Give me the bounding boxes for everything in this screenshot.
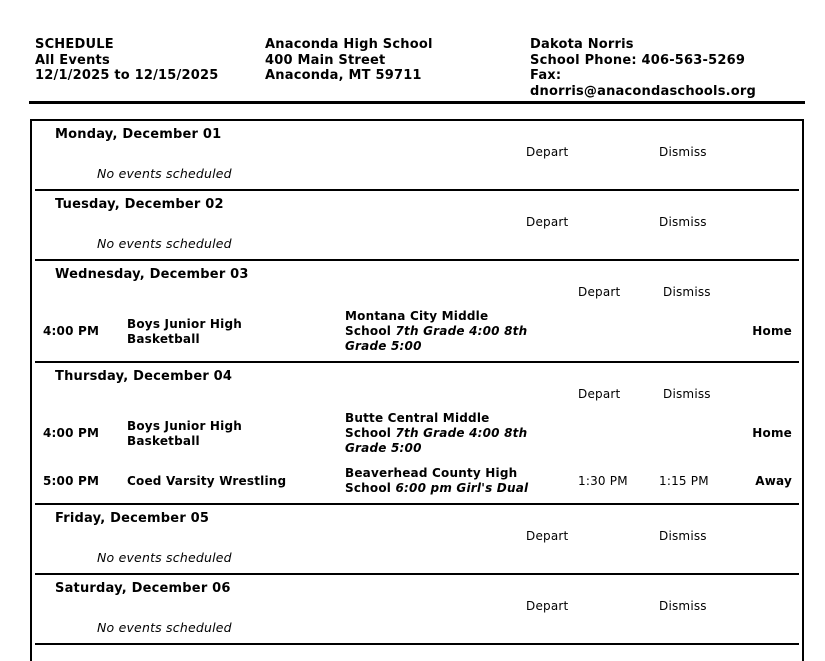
event-name: Boys Junior High Basketball [127,316,243,346]
event-opponent: Montana City Middle School 7th Grade 4:0… [345,309,537,354]
event-depart-time: 1:30 PM [578,473,628,488]
no-events-message: No events scheduled [97,550,232,565]
contact-name: Dakota Norris [530,37,634,52]
report-date-range: 12/1/2025 to 12/15/2025 [35,68,219,83]
event-dismiss-time: 1:15 PM [659,473,709,488]
depart-column-label: Depart [526,529,569,543]
day-section: Saturday, December 06 Depart Dismiss No … [32,575,802,635]
section-divider [35,643,799,645]
event-location: Home [752,324,792,338]
report-title: SCHEDULE [35,37,114,52]
depart-column-label: Depart [526,599,569,613]
no-events-message: No events scheduled [97,236,232,251]
school-info-block: Anaconda High School 400 Main Street Ana… [265,37,433,84]
schedule-table: Monday, December 01 Depart Dismiss No ev… [30,119,804,661]
contact-info-block: Dakota Norris School Phone: 406-563-5269… [530,37,756,99]
event-row: 4:00 PM Boys Junior High Basketball Butt… [32,406,802,461]
day-title: Monday, December 01 [55,127,222,142]
section-divider [35,573,799,575]
contact-fax-label: Fax: [530,68,562,83]
event-opponent: Butte Central Middle School 7th Grade 4:… [345,411,537,456]
event-time: 4:00 PM [43,324,100,338]
dismiss-column-label: Dismiss [659,215,707,229]
opponent-note: 7th Grade 4:00 8th Grade 5:00 [345,426,528,455]
section-divider [35,361,799,363]
column-labels-row: Depart Dismiss [32,388,802,401]
section-divider [35,189,799,191]
event-location: Home [752,426,792,440]
event-location: Away [755,473,792,488]
column-labels-row: Depart Dismiss [32,530,802,543]
contact-phone: School Phone: 406-563-5269 [530,52,746,68]
section-divider [35,503,799,505]
dismiss-column-label: Dismiss [663,387,711,401]
no-events-message: No events scheduled [97,166,232,181]
column-labels-row: Depart Dismiss [32,216,802,229]
opponent-note: 6:00 pm Girl's Dual [395,481,529,495]
dismiss-column-label: Dismiss [659,145,707,159]
section-divider [35,259,799,261]
day-title: Saturday, December 06 [55,581,231,596]
opponent-name: Beaverhead County High School [345,466,518,495]
day-section: Friday, December 05 Depart Dismiss No ev… [32,505,802,565]
event-name: Coed Varsity Wrestling [127,473,287,488]
event-name: Boys Junior High Basketball [127,418,243,448]
header-divider [29,101,805,104]
day-title: Thursday, December 04 [55,369,233,384]
dismiss-column-label: Dismiss [663,285,711,299]
column-labels-row: Depart Dismiss [32,146,802,159]
day-events: 4:00 PM Boys Junior High Basketball Mont… [32,304,802,361]
column-labels-row: Depart Dismiss [32,600,802,613]
event-opponent: Beaverhead County High School 6:00 pm Gi… [345,466,537,496]
dismiss-column-label: Dismiss [659,529,707,543]
day-title: Wednesday, December 03 [55,267,249,282]
event-time: 5:00 PM [43,473,100,488]
day-events: 4:00 PM Boys Junior High Basketball Butt… [32,406,802,503]
day-section: Thursday, December 04 Depart Dismiss 4:0… [32,363,802,503]
school-city: Anaconda, MT 59711 [265,68,422,83]
contact-email: dnorris@anacondaschools.org [530,83,757,99]
depart-column-label: Depart [578,387,621,401]
school-name: Anaconda High School [265,37,433,52]
opponent-name: Montana City Middle School [345,309,489,338]
day-section: Wednesday, December 03 Depart Dismiss 4:… [32,261,802,361]
report-scope: All Events [35,52,110,68]
day-section: Monday, December 01 Depart Dismiss No ev… [32,121,802,181]
depart-column-label: Depart [526,145,569,159]
day-title: Tuesday, December 02 [55,197,224,212]
day-section: Tuesday, December 02 Depart Dismiss No e… [32,191,802,251]
event-row: 4:00 PM Boys Junior High Basketball Mont… [32,304,802,359]
dismiss-column-label: Dismiss [659,599,707,613]
opponent-name: Butte Central Middle School [345,411,490,440]
depart-column-label: Depart [526,215,569,229]
depart-column-label: Depart [578,285,621,299]
day-title: Friday, December 05 [55,511,210,526]
school-street: 400 Main Street [265,52,386,68]
report-info-block: SCHEDULE All Events 12/1/2025 to 12/15/2… [35,37,218,84]
no-events-message: No events scheduled [97,620,232,635]
event-time: 4:00 PM [43,426,100,440]
event-row: 5:00 PM Coed Varsity Wrestling Beaverhea… [32,461,802,501]
opponent-note: 7th Grade 4:00 8th Grade 5:00 [345,324,528,353]
column-labels-row: Depart Dismiss [32,286,802,299]
